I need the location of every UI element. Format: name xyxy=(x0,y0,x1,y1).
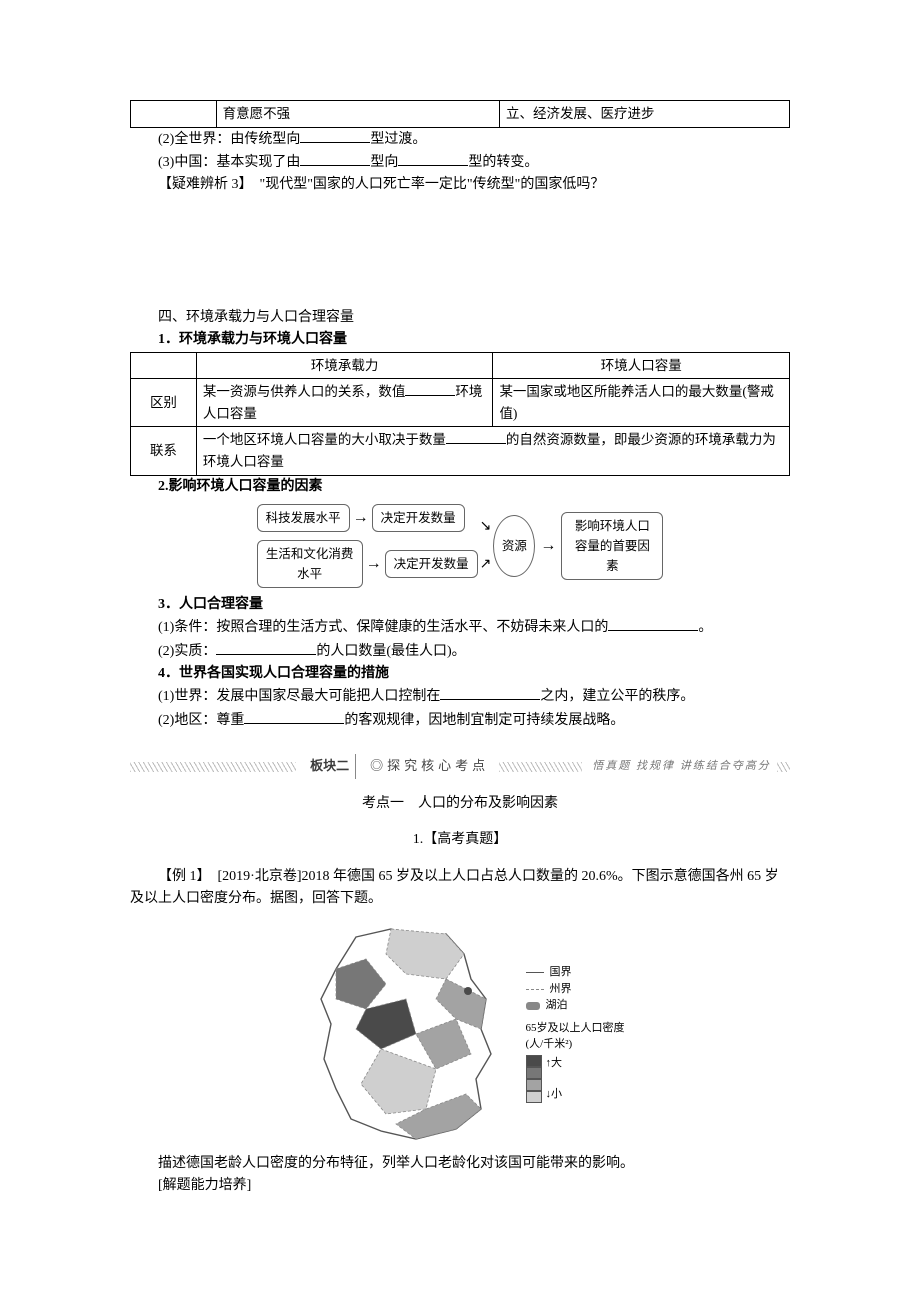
legend-unit: (人/千米²) xyxy=(526,1036,625,1053)
sub-1-title: 1．环境承载力与环境人口容量 xyxy=(130,329,790,351)
example-1: 【例 1】 [2019·北京卷]2018 年德国 65 岁及以上人口占总人口数量… xyxy=(130,866,790,911)
th-1: 环境承载力 xyxy=(196,352,493,379)
text: 型向 xyxy=(370,155,398,170)
hatch-mid xyxy=(499,762,582,772)
text: 的人口数量(最佳人口)。 xyxy=(316,644,465,659)
text: 。 xyxy=(698,620,712,635)
legend-density-title: 65岁及以上人口密度 xyxy=(526,1020,625,1037)
legend-border: 国界 xyxy=(550,964,572,981)
germany-map: 国界 州界 湖泊 65岁及以上人口密度 (人/千米²) ↑大 ↓小 xyxy=(130,919,790,1149)
sub-3-title: 3．人口合理容量 xyxy=(130,594,790,616)
example-label: 【例 1】 xyxy=(158,869,204,884)
blank xyxy=(405,382,455,397)
blank xyxy=(398,151,468,166)
arrow-icon: → xyxy=(350,505,372,531)
blank xyxy=(244,709,344,724)
table-capacity: 环境承载力 环境人口容量 区别 某一资源与供养人口的关系，数值环境人口容量 某一… xyxy=(130,352,790,476)
rel-cell: 一个地区环境人口容量的大小取决于数量的自然资源数量，即最少资源的环境承载力为环境… xyxy=(196,427,789,475)
banner-right: 悟真题 找规律 讲练结合夺高分 xyxy=(582,758,777,776)
legend-lo: ↓小 xyxy=(546,1086,563,1103)
text: 型的转变。 xyxy=(468,155,538,170)
text: 的客观规律，因地制宜制定可持续发展战略。 xyxy=(344,713,624,728)
hatch-right xyxy=(777,762,790,772)
solution-tag: [解题能力培养] xyxy=(130,1175,790,1197)
map-svg xyxy=(296,919,516,1149)
box-primary: 影响环境人口容量的首要因素 xyxy=(561,512,663,580)
row-label-diff: 区别 xyxy=(131,379,197,427)
legend-lake: 湖泊 xyxy=(546,997,568,1014)
blank xyxy=(608,616,698,631)
example-text: [2019·北京卷]2018 年德国 65 岁及以上人口占总人口数量的 20.6… xyxy=(130,869,779,906)
kd1-title: 考点一 人口的分布及影响因素 xyxy=(130,793,790,815)
sub-4-title: 4．世界各国实现人口合理容量的措施 xyxy=(130,663,790,685)
arrow-icon: → xyxy=(537,533,559,559)
sub3-line2: (2)实质： 的人口数量(最佳人口)。 xyxy=(130,640,790,663)
text: 一个地区环境人口容量的大小取决于数量 xyxy=(203,432,446,447)
top-table-empty xyxy=(131,101,217,128)
swatch xyxy=(526,1067,542,1079)
box-decide-2: 决定开发数量 xyxy=(385,550,478,578)
map-legend: 国界 州界 湖泊 65岁及以上人口密度 (人/千米²) ↑大 ↓小 xyxy=(526,964,625,1103)
text: (2)全世界：由传统型向 xyxy=(158,132,300,147)
blank xyxy=(440,685,540,700)
kd1-sub: 1.【高考真题】 xyxy=(130,829,790,851)
question-label: 【疑难辨析 3】 xyxy=(158,177,246,192)
blank xyxy=(446,430,506,445)
text: (3)中国：基本实现了由 xyxy=(158,155,300,170)
text: (2)地区：尊重 xyxy=(158,713,244,728)
diff-cell-1: 某一资源与供养人口的关系，数值环境人口容量 xyxy=(196,379,493,427)
text: (2)实质： xyxy=(158,644,216,659)
box-decide-1: 决定开发数量 xyxy=(372,504,465,532)
text: 之内，建立公平的秩序。 xyxy=(540,689,694,704)
sub-2-title: 2.影响环境人口容量的因素 xyxy=(130,476,790,498)
blank xyxy=(300,151,370,166)
text: 某一资源与供养人口的关系，数值 xyxy=(203,384,406,399)
top-table-cell-left: 育意愿不强 xyxy=(216,101,499,128)
swatch xyxy=(526,1079,542,1091)
arrow-icon: → xyxy=(363,551,385,577)
diff-cell-2: 某一国家或地区所能养活人口的最大数量(警戒值) xyxy=(493,379,790,427)
sub3-line1: (1)条件：按照合理的生活方式、保障健康的生活水平、不妨碍未来人口的 。 xyxy=(130,616,790,639)
box-consume: 生活和文化消费水平 xyxy=(257,540,363,588)
legend-state: 州界 xyxy=(550,981,572,998)
box-tech: 科技发展水平 xyxy=(257,504,350,532)
arrows-merge: ↘↗ xyxy=(480,516,492,576)
section-4-title: 四、环境承载力与人口合理容量 xyxy=(130,307,790,329)
section-banner: 板块二 ◎探究核心考点 悟真题 找规律 讲练结合夺高分 xyxy=(130,754,790,779)
row-label-rel: 联系 xyxy=(131,427,197,475)
text: (1)条件：按照合理的生活方式、保障健康的生活水平、不妨碍未来人口的 xyxy=(158,620,608,635)
banner-mid: ◎探究核心考点 xyxy=(360,756,499,777)
question-text: "现代型"国家的人口死亡率一定比"传统型"的国家低吗？ xyxy=(260,177,605,192)
line-china: (3)中国：基本实现了由 型向 型的转变。 xyxy=(130,151,790,174)
swatch-hi xyxy=(526,1055,542,1067)
top-table-fragment: 育意愿不强 立、经济发展、医疗进步 xyxy=(130,100,790,128)
line-world: (2)全世界：由传统型向 型过渡。 xyxy=(130,128,790,151)
th-2: 环境人口容量 xyxy=(493,352,790,379)
swatch-lo xyxy=(526,1091,542,1103)
blank xyxy=(216,640,316,655)
text: (1)世界：发展中国家尽最大可能把人口控制在 xyxy=(158,689,440,704)
banner-label: 板块二 xyxy=(304,754,356,779)
question-3: 【疑难辨析 3】 "现代型"国家的人口死亡率一定比"传统型"的国家低吗？ xyxy=(130,174,790,196)
map-question: 描述德国老龄人口密度的分布特征，列举人口老龄化对该国可能带来的影响。 xyxy=(130,1153,790,1175)
hatch-left xyxy=(130,762,296,772)
th-blank xyxy=(131,352,197,379)
blank xyxy=(300,128,370,143)
factors-diagram: 科技发展水平 → 决定开发数量 生活和文化消费水平 → 决定开发数量 ↘↗ 资源… xyxy=(130,504,790,588)
sub4-line1: (1)世界：发展中国家尽最大可能把人口控制在 之内，建立公平的秩序。 xyxy=(130,685,790,708)
sub4-line2: (2)地区：尊重 的客观规律，因地制宜制定可持续发展战略。 xyxy=(130,709,790,732)
oval-resource: 资源 xyxy=(493,515,535,577)
text: 型过渡。 xyxy=(370,132,426,147)
top-table-cell-right: 立、经济发展、医疗进步 xyxy=(500,101,790,128)
spacer xyxy=(130,197,790,307)
legend-hi: ↑大 xyxy=(546,1055,563,1072)
